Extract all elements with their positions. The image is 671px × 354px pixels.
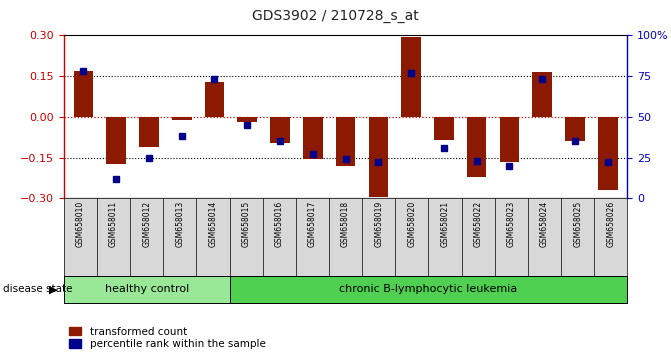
Text: GSM658026: GSM658026 [607,201,615,247]
Text: GSM658020: GSM658020 [407,201,417,247]
Bar [270,117,290,143]
Text: disease state: disease state [3,284,73,295]
Text: GSM658022: GSM658022 [474,201,482,247]
Bar [565,117,585,141]
Text: GSM658013: GSM658013 [175,201,185,247]
Bar [139,117,159,147]
Text: GSM658019: GSM658019 [374,201,383,247]
Text: GSM658016: GSM658016 [274,201,284,247]
Bar [532,72,552,117]
Bar [74,71,93,117]
Text: chronic B-lymphocytic leukemia: chronic B-lymphocytic leukemia [340,284,517,295]
Bar [205,81,224,117]
Text: GSM658012: GSM658012 [142,201,151,247]
Bar [434,117,454,140]
Bar [106,117,126,164]
Text: GSM658018: GSM658018 [341,201,350,247]
Bar [238,117,257,122]
Text: GDS3902 / 210728_s_at: GDS3902 / 210728_s_at [252,9,419,23]
Text: GSM658015: GSM658015 [242,201,250,247]
Bar [368,117,388,197]
Text: GSM658017: GSM658017 [308,201,317,247]
Bar [172,117,191,120]
Bar [303,117,323,159]
Text: GSM658024: GSM658024 [540,201,549,247]
Text: GSM658014: GSM658014 [209,201,217,247]
Text: GSM658023: GSM658023 [507,201,516,247]
Text: GSM658010: GSM658010 [76,201,85,247]
Bar [336,117,356,166]
Bar [500,117,519,161]
Text: GSM658021: GSM658021 [441,201,450,247]
Text: ▶: ▶ [48,284,57,295]
Legend: transformed count, percentile rank within the sample: transformed count, percentile rank withi… [69,327,266,349]
Bar [598,117,617,190]
Text: GSM658011: GSM658011 [109,201,118,247]
Text: GSM658025: GSM658025 [573,201,582,247]
Text: healthy control: healthy control [105,284,189,295]
Bar [467,117,486,177]
Bar [401,37,421,117]
